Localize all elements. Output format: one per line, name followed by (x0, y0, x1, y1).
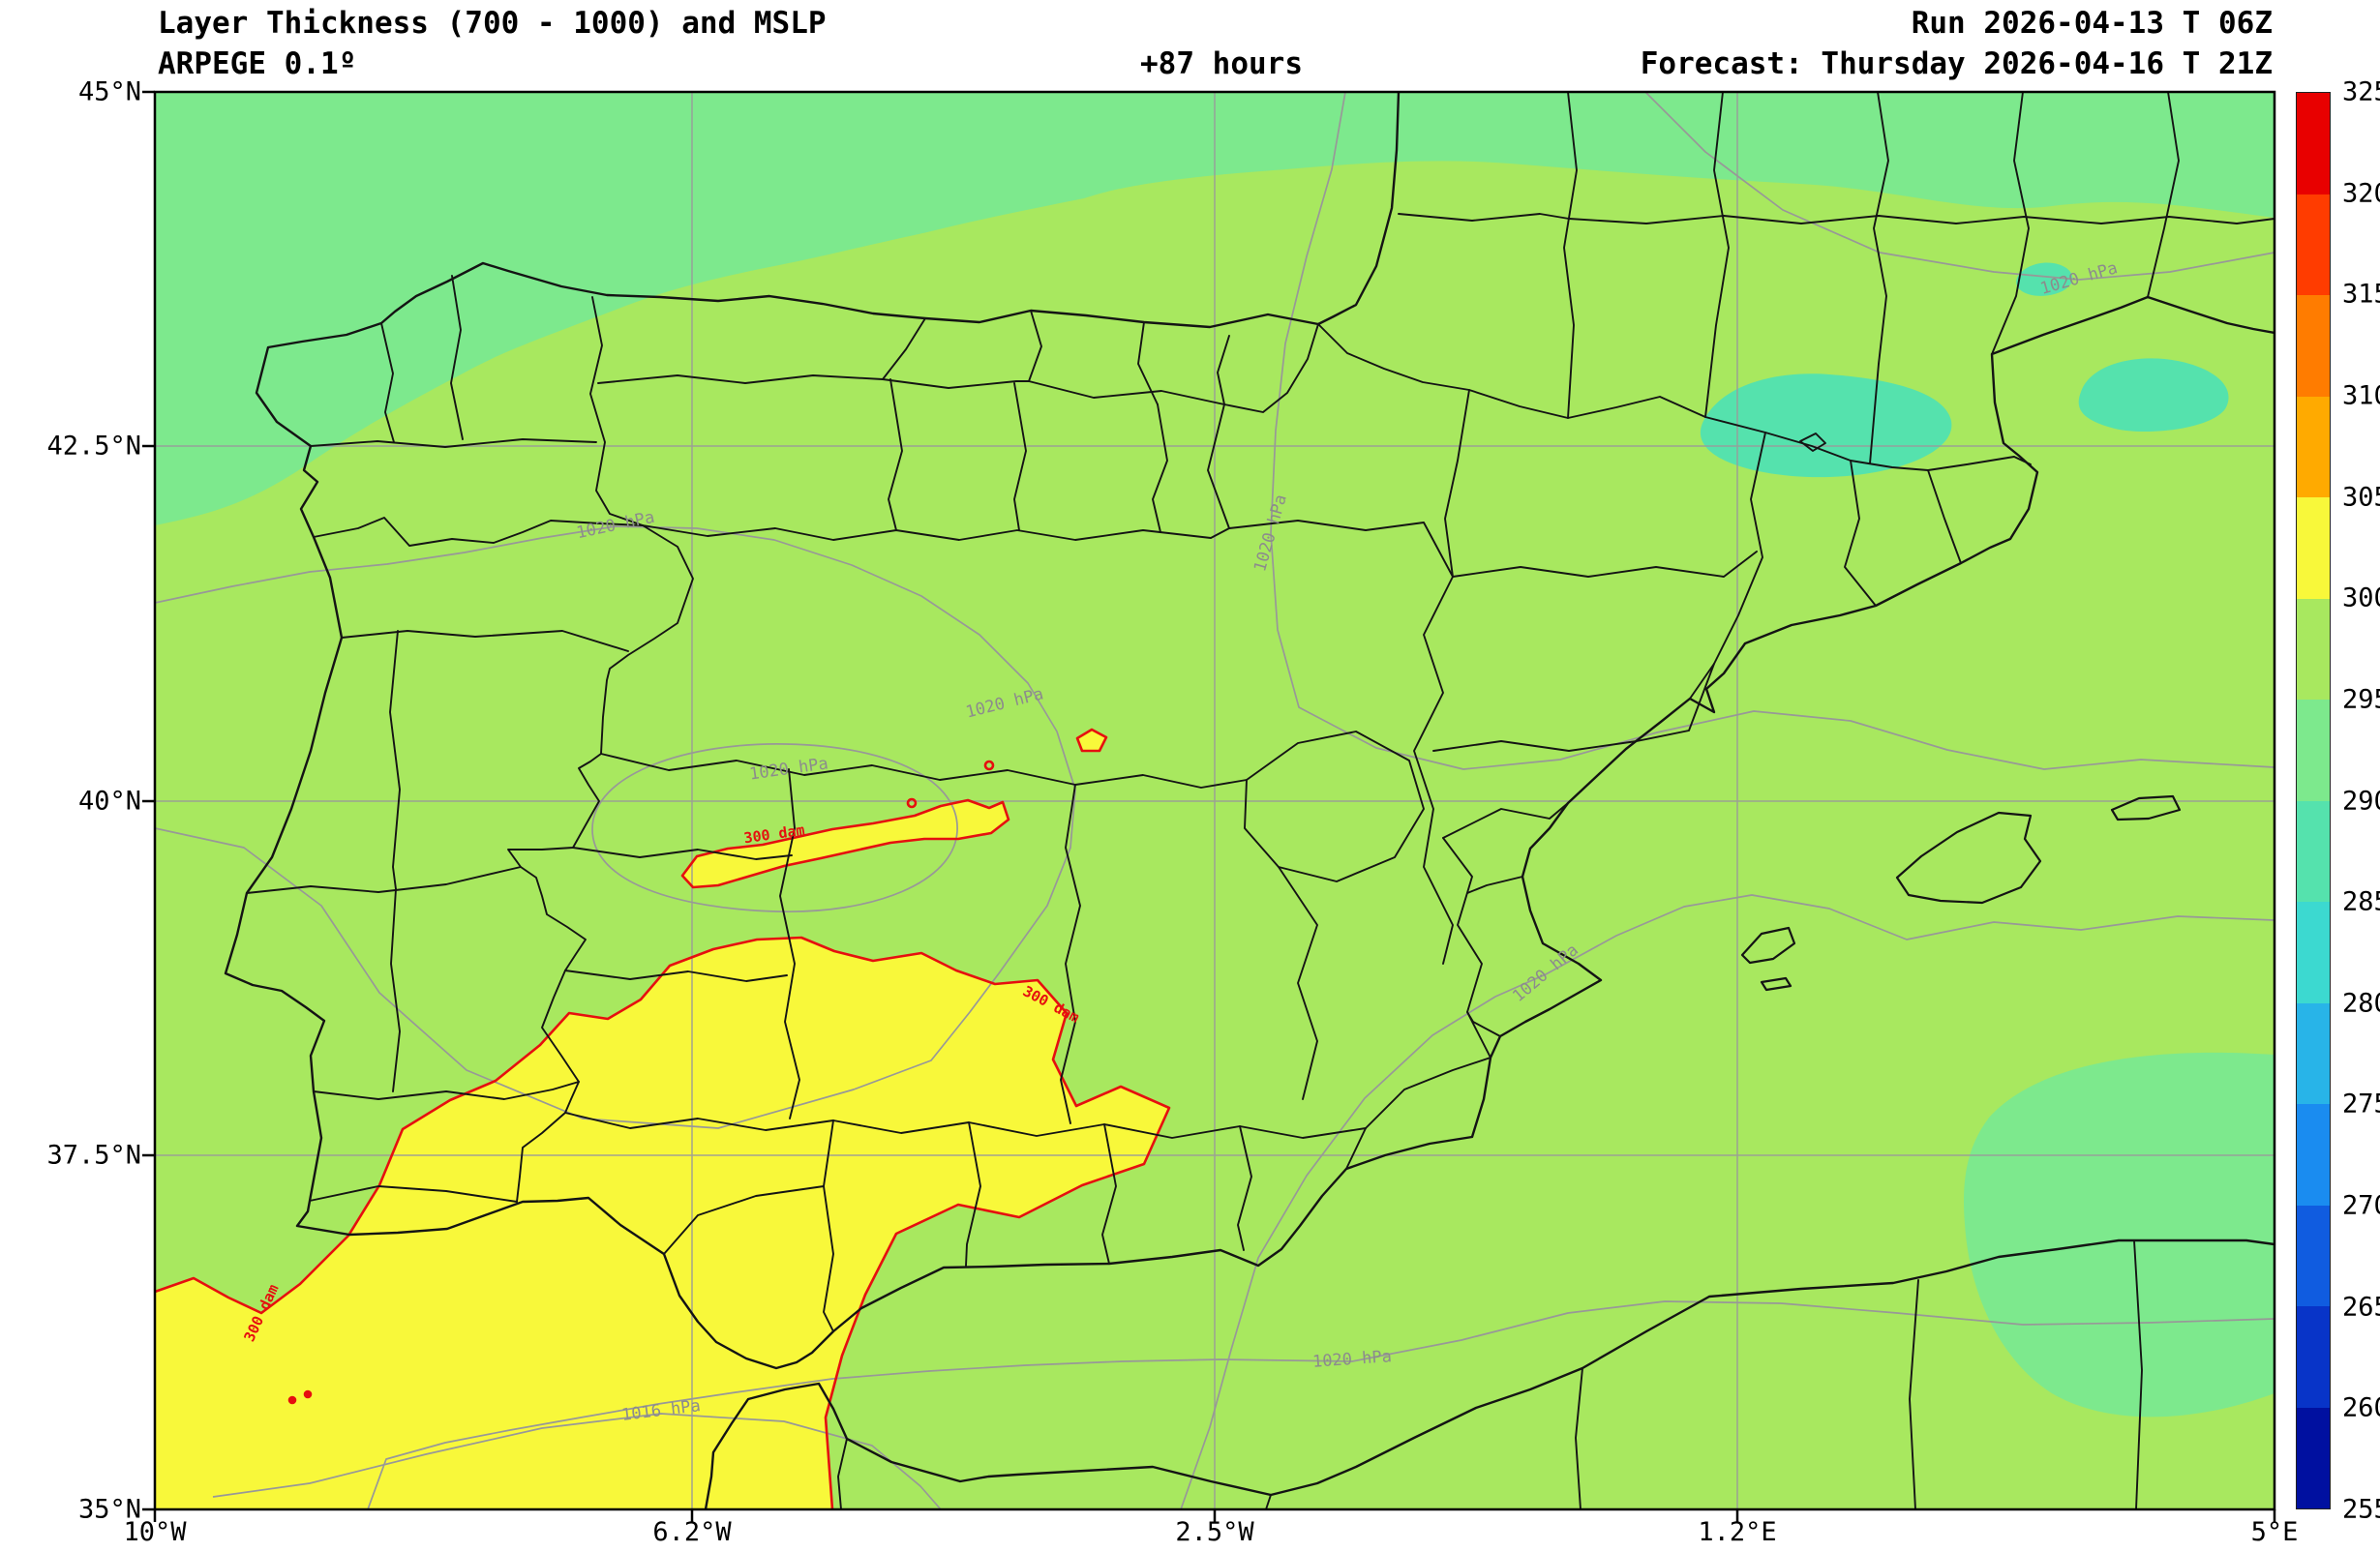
colorbar-tick: 310 (2342, 380, 2380, 411)
colorbar-segment (2297, 194, 2330, 295)
run-label: Run 2026-04-13 T 06Z (1911, 6, 2273, 41)
colorbar-segment (2297, 396, 2330, 497)
colorbar-tick: 260 (2342, 1392, 2380, 1423)
colorbar-segment (2297, 902, 2330, 1003)
colorbar-segment (2297, 598, 2330, 700)
colorbar-tick: 255 (2342, 1494, 2380, 1525)
lat-tick-42-5n: 42.5°N (46, 431, 141, 462)
colorbar-tick: 315 (2342, 279, 2380, 310)
model-label: ARPEGE 0.1º (158, 46, 357, 81)
thickness-fill-290-295-north (155, 92, 2275, 525)
thickness-contours-300dam (155, 728, 1171, 1509)
colorbar-segment (2297, 1002, 2330, 1104)
province-borders (246, 92, 2275, 1509)
thickness-fill-300-305-main (155, 938, 1169, 1509)
colorbar-tick: 295 (2342, 684, 2380, 715)
colorbar-tick: 265 (2342, 1292, 2380, 1323)
colorbar-segment (2297, 1104, 2330, 1206)
colorbar-segment (2297, 497, 2330, 599)
page-title: Layer Thickness (700 - 1000) and MSLP (158, 6, 827, 41)
island-outlines (1740, 794, 2182, 992)
colorbar-tick: 320 (2342, 178, 2380, 209)
colorbar-tick: 305 (2342, 482, 2380, 513)
lat-tick-40n: 40°N (77, 786, 141, 817)
colorbar-segment (2297, 700, 2330, 801)
colorbar-segment (2297, 800, 2330, 902)
colorbar-tick: 325 (2342, 76, 2380, 107)
thickness-fill-285-290-a (1700, 373, 1952, 478)
coastline-iberia-france (224, 92, 2275, 1370)
colorbar-segment (2297, 93, 2330, 194)
axis-ticks (142, 90, 2276, 1522)
colorbar-segment (2297, 1407, 2330, 1508)
thickness-fill-300-305-patch (682, 800, 1009, 887)
colorbar-segment (2297, 295, 2330, 397)
lon-tick-6-2w: 6.2°W (652, 1517, 732, 1547)
forecast-label: Forecast: Thursday 2026-04-16 T 21Z (1640, 46, 2273, 81)
colorbar (2296, 92, 2331, 1509)
colorbar-tick: 270 (2342, 1190, 2380, 1221)
colorbar-tick: 285 (2342, 886, 2380, 917)
gridlines (155, 92, 2275, 1509)
colorbar-segment (2297, 1306, 2330, 1408)
colorbar-tick: 300 (2342, 582, 2380, 613)
thickness-fill-285-290-b (2078, 358, 2229, 433)
lon-tick-2-5w: 2.5°W (1175, 1517, 1254, 1547)
lead-time-label: +87 hours (1140, 46, 1303, 81)
lon-tick-10w: 10°W (123, 1517, 187, 1547)
lat-tick-37-5n: 37.5°N (46, 1140, 141, 1171)
thickness-fill-285-290-c (2016, 262, 2073, 296)
colorbar-tick: 275 (2342, 1089, 2380, 1119)
lon-tick-1-2e: 1.2°E (1698, 1517, 1777, 1547)
colorbar-segment (2297, 1205, 2330, 1306)
lat-tick-35n: 35°N (77, 1494, 141, 1525)
thickness-fill-290-295-southeast (1964, 1052, 2275, 1418)
lat-tick-45n: 45°N (77, 76, 141, 107)
colorbar-tick: 280 (2342, 988, 2380, 1019)
colorbar-tick: 290 (2342, 786, 2380, 816)
coastline-africa (704, 1239, 2275, 1509)
lon-tick-5e: 5°E (2250, 1517, 2299, 1547)
coastlines-and-borders (224, 92, 2275, 1509)
